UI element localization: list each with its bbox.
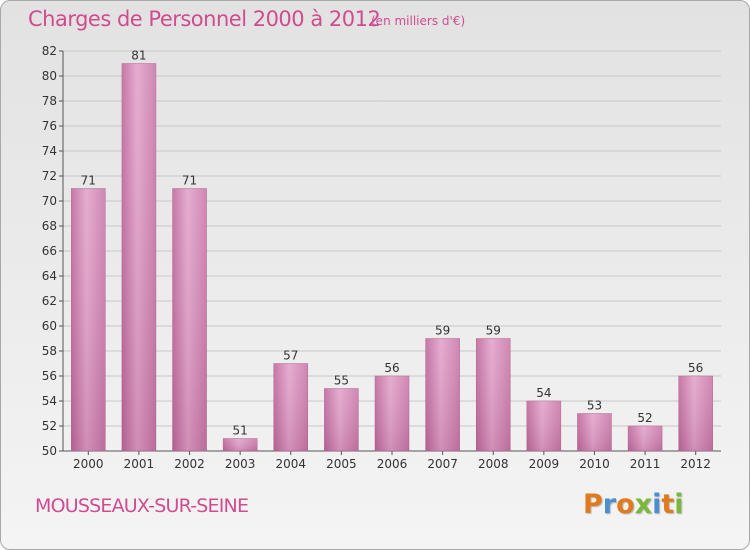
data-label-2005: 55 bbox=[334, 374, 349, 388]
logo-letter: r bbox=[602, 489, 617, 520]
y-tick-label: 70 bbox=[42, 194, 57, 208]
y-tick-label: 52 bbox=[42, 419, 57, 433]
bar-shade-2006 bbox=[375, 376, 409, 451]
bar-shade-2000 bbox=[71, 188, 106, 451]
y-tick-label: 68 bbox=[42, 219, 57, 233]
y-tick-label: 76 bbox=[42, 119, 57, 133]
data-label-2012: 56 bbox=[688, 361, 703, 375]
bar-shade-2010 bbox=[577, 413, 612, 451]
logo-letter: o bbox=[616, 489, 635, 520]
x-tick-label-2000: 2000 bbox=[73, 457, 104, 471]
y-tick-label: 78 bbox=[42, 94, 57, 108]
bar-shade-2009 bbox=[526, 401, 561, 451]
data-label-2006: 56 bbox=[384, 361, 399, 375]
bar-shade-2001 bbox=[121, 63, 156, 451]
bar-shade-2004 bbox=[273, 363, 308, 451]
logo-letter: i bbox=[652, 489, 662, 520]
bar-shade-2011 bbox=[628, 426, 663, 451]
bar-shade-2002 bbox=[172, 188, 207, 451]
x-tick-label-2006: 2006 bbox=[377, 457, 408, 471]
bar-shade-2008 bbox=[476, 338, 511, 451]
data-label-2008: 59 bbox=[486, 324, 501, 338]
chart-title: Charges de Personnel 2000 à 2012 bbox=[28, 7, 381, 31]
data-label-2011: 52 bbox=[637, 411, 652, 425]
x-tick-label-2003: 2003 bbox=[225, 457, 256, 471]
x-tick-label-2002: 2002 bbox=[174, 457, 205, 471]
y-tick-label: 62 bbox=[42, 294, 57, 308]
logo-letter: i bbox=[674, 489, 684, 520]
bar-shade-2012 bbox=[678, 376, 713, 451]
city-name: MOUSSEAUX-SUR-SEINE bbox=[35, 495, 249, 517]
y-tick-label: 82 bbox=[42, 44, 57, 58]
x-tick-label-2001: 2001 bbox=[124, 457, 155, 471]
y-tick-label: 74 bbox=[42, 144, 57, 158]
data-label-2010: 53 bbox=[587, 399, 602, 413]
bar-shade-2005 bbox=[324, 388, 359, 451]
proxiti-logo: Proxiti bbox=[583, 489, 684, 520]
data-label-2004: 57 bbox=[283, 349, 298, 363]
x-tick-label-2007: 2007 bbox=[427, 457, 458, 471]
data-labels: 71 81 71 51 57 55 56 59 59 54 53 52 56 bbox=[81, 49, 704, 438]
y-tick-label: 58 bbox=[42, 344, 57, 358]
y-tick-label: 64 bbox=[42, 269, 57, 283]
y-tick-label: 72 bbox=[42, 169, 57, 183]
y-tick-label: 80 bbox=[42, 69, 57, 83]
data-label-2003: 51 bbox=[233, 424, 248, 438]
x-tick-label-2010: 2010 bbox=[579, 457, 610, 471]
data-label-2009: 54 bbox=[536, 386, 551, 400]
logo-letter: t bbox=[661, 489, 675, 520]
x-tick-label-2005: 2005 bbox=[326, 457, 357, 471]
bars bbox=[71, 63, 713, 452]
bar-shade-2003 bbox=[223, 438, 258, 451]
data-label-2001: 81 bbox=[131, 49, 146, 63]
chart-subtitle: (en milliers d'€) bbox=[371, 14, 466, 28]
x-tick-label-2008: 2008 bbox=[478, 457, 509, 471]
x-tick-label-2004: 2004 bbox=[275, 457, 306, 471]
y-tick-label: 54 bbox=[42, 394, 57, 408]
x-tick-label-2012: 2012 bbox=[680, 457, 711, 471]
x-tick-label-2009: 2009 bbox=[529, 457, 560, 471]
logo-letter: x bbox=[634, 489, 653, 520]
data-label-2007: 59 bbox=[435, 324, 450, 338]
y-tick-label: 60 bbox=[42, 319, 57, 333]
logo-letter: P bbox=[583, 489, 603, 520]
data-label-2002: 71 bbox=[182, 174, 197, 188]
y-tick-label: 66 bbox=[42, 244, 57, 258]
y-tick-label: 50 bbox=[42, 444, 57, 458]
y-tick-label: 56 bbox=[42, 369, 57, 383]
x-tick-label-2011: 2011 bbox=[630, 457, 661, 471]
bar-shade-2007 bbox=[425, 338, 460, 451]
data-label-2000: 71 bbox=[81, 174, 96, 188]
